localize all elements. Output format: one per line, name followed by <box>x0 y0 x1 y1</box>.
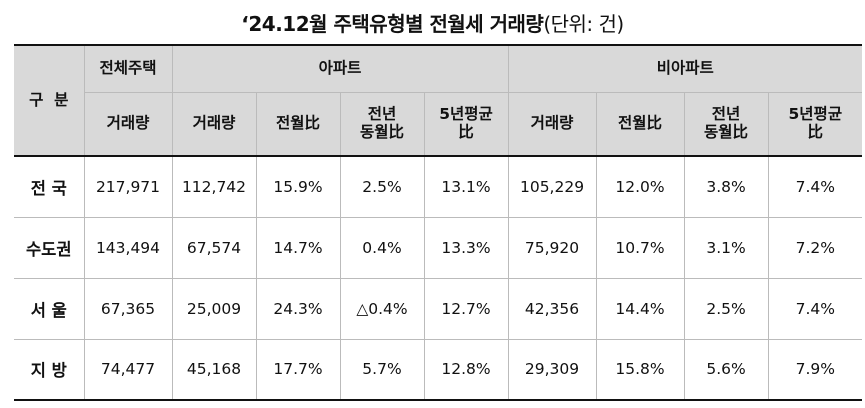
apt-group-header: 아파트 <box>171 45 509 93</box>
total-volume-cell: 67,365 <box>83 277 173 339</box>
apt-5yr-cell: 13.1% <box>423 156 509 217</box>
total-volume-cell: 74,477 <box>83 338 173 400</box>
nonapt-volume-cell: 29,309 <box>507 338 597 400</box>
table-row: 수도권 143,494 67,574 14.7% 0.4% 13.3% 75,9… <box>14 216 863 278</box>
total-group-header: 전체주택 <box>83 45 173 93</box>
apt-volume-cell: 25,009 <box>171 277 257 339</box>
apt-yoy-cell: 0.4% <box>339 216 425 278</box>
nonapt-5yr-cell: 7.9% <box>767 338 863 400</box>
nonapt-5yr-cell: 7.4% <box>767 156 863 217</box>
table-row: 지 방 74,477 45,168 17.7% 5.7% 12.8% 29,30… <box>14 338 863 400</box>
table-header: 구 분 전체주택 아파트 비아파트 거래량 거래량 전월比 전년 동월比 5년평… <box>14 45 863 156</box>
nonapt-volume-cell: 75,920 <box>507 216 597 278</box>
total-volume-cell: 143,494 <box>83 216 173 278</box>
apt-yoy-cell: △0.4% <box>339 277 425 339</box>
apt-mom-cell: 24.3% <box>255 277 341 339</box>
nonapt-mom-header: 전월比 <box>595 92 685 156</box>
apt-yoy-header: 전년 동월比 <box>339 92 425 156</box>
apt-5yr-cell: 12.8% <box>423 338 509 400</box>
apt-5yr-cell: 12.7% <box>423 277 509 339</box>
nonapt-mom-cell: 14.4% <box>595 277 685 339</box>
nonapt-yoy-cell: 2.5% <box>683 277 769 339</box>
apt-mom-header: 전월比 <box>255 92 341 156</box>
nonapt-5yr-cell: 7.2% <box>767 216 863 278</box>
total-volume-cell: 217,971 <box>83 156 173 217</box>
apt-mom-cell: 17.7% <box>255 338 341 400</box>
nonapt-yoy-cell: 5.6% <box>683 338 769 400</box>
apt-5yr-cell: 13.3% <box>423 216 509 278</box>
nonapt-volume-header: 거래량 <box>507 92 597 156</box>
nonapt-volume-cell: 105,229 <box>507 156 597 217</box>
table-body: 전 국 217,971 112,742 15.9% 2.5% 13.1% 105… <box>14 156 863 400</box>
row-label: 서 울 <box>14 277 85 339</box>
nonapt-5yr-cell: 7.4% <box>767 277 863 339</box>
apt-volume-cell: 67,574 <box>171 216 257 278</box>
apt-yoy-cell: 2.5% <box>339 156 425 217</box>
nonapt-volume-cell: 42,356 <box>507 277 597 339</box>
category-header: 구 분 <box>14 45 85 156</box>
nonapt-5yr-header: 5년평균 比 <box>767 92 863 156</box>
apt-volume-cell: 45,168 <box>171 338 257 400</box>
page-title: ‘24.12월 주택유형별 전월세 거래량(단위: 건) <box>0 8 865 37</box>
rental-transaction-table: 구 분 전체주택 아파트 비아파트 거래량 거래량 전월比 전년 동월比 5년평… <box>14 44 863 401</box>
nonapt-yoy-header: 전년 동월比 <box>683 92 769 156</box>
table-row: 전 국 217,971 112,742 15.9% 2.5% 13.1% 105… <box>14 156 863 217</box>
row-label: 수도권 <box>14 216 85 278</box>
apt-mom-cell: 15.9% <box>255 156 341 217</box>
nonapt-yoy-cell: 3.1% <box>683 216 769 278</box>
table-row: 서 울 67,365 25,009 24.3% △0.4% 12.7% 42,3… <box>14 277 863 339</box>
nonapt-mom-cell: 10.7% <box>595 216 685 278</box>
title-unit: (단위: 건) <box>543 12 624 36</box>
nonapt-group-header: 비아파트 <box>507 45 863 93</box>
apt-mom-cell: 14.7% <box>255 216 341 278</box>
apt-volume-header: 거래량 <box>171 92 257 156</box>
nonapt-yoy-cell: 3.8% <box>683 156 769 217</box>
apt-5yr-header: 5년평균 比 <box>423 92 509 156</box>
total-volume-header: 거래량 <box>84 92 173 156</box>
nonapt-mom-cell: 12.0% <box>595 156 685 217</box>
row-label: 지 방 <box>14 338 85 400</box>
title-main: ‘24.12월 주택유형별 전월세 거래량 <box>241 12 544 36</box>
apt-volume-cell: 112,742 <box>171 156 257 217</box>
apt-yoy-cell: 5.7% <box>339 338 425 400</box>
row-label: 전 국 <box>14 156 85 217</box>
nonapt-mom-cell: 15.8% <box>595 338 685 400</box>
